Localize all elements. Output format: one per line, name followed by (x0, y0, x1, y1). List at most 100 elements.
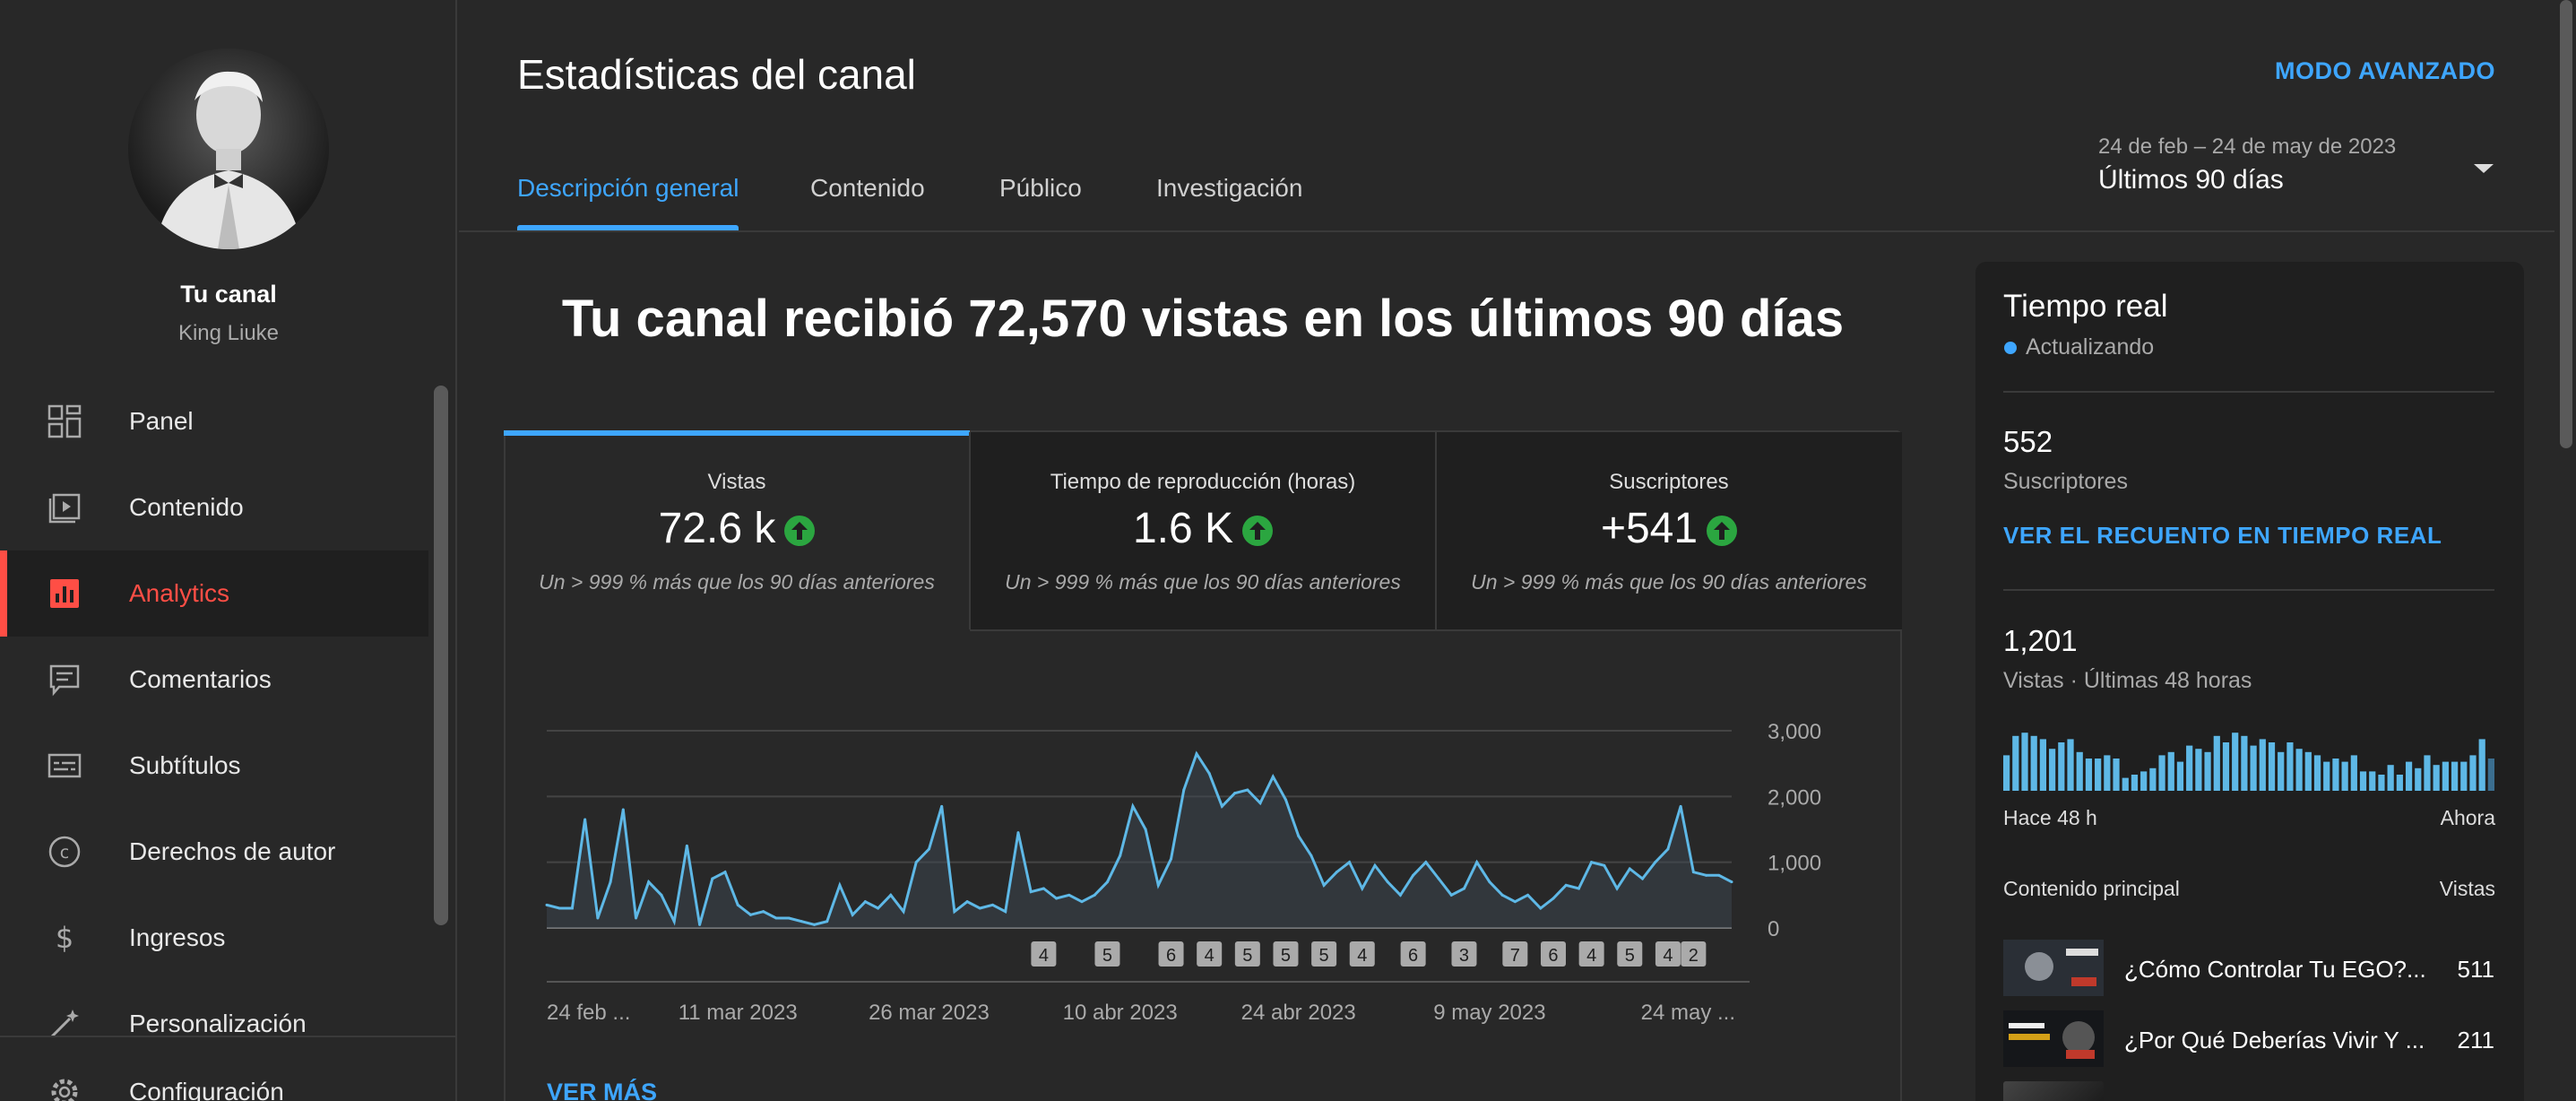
data-point (813, 923, 817, 926)
active-tab-indicator (517, 225, 739, 230)
data-point (914, 861, 918, 864)
data-point (596, 916, 600, 920)
data-point (1717, 873, 1721, 877)
arrow-up-icon (1707, 516, 1738, 547)
metric-tiempo-reproduccion[interactable]: Tiempo de reproducción (horas) 1.6 K Un … (970, 432, 1436, 629)
metric-vistas[interactable]: Vistas 72.6 k Un > 999 % más que los 90 … (504, 432, 970, 629)
svg-text:c: c (60, 843, 69, 863)
data-point (698, 923, 702, 926)
data-point (1449, 893, 1453, 897)
realtime-bar (2268, 742, 2276, 791)
sidebar-item-personalizacion[interactable]: Personalización (0, 981, 428, 1067)
sidebar-item-subtitulos[interactable]: Subtítulos (0, 723, 428, 809)
publish-marker (1655, 941, 1681, 967)
sidebar-item-contenido[interactable]: Contenido (0, 464, 428, 550)
see-more-button[interactable]: VER MÁS (547, 1079, 658, 1101)
realtime-bar (2415, 767, 2422, 791)
realtime-bar (2278, 751, 2285, 791)
realtime-bar (2158, 755, 2165, 791)
publish-marker-label: 6 (1548, 946, 1558, 966)
data-point (660, 893, 663, 897)
subtitles-icon (48, 753, 82, 778)
sidebar-item-panel[interactable]: Panel (0, 378, 428, 464)
realtime-divider (2003, 391, 2494, 393)
video-thumbnail[interactable] (2003, 1081, 2104, 1101)
publish-marker-label: 4 (1039, 946, 1049, 966)
realtime-bar (2204, 751, 2211, 791)
data-point (1220, 804, 1223, 808)
data-point (1640, 877, 1644, 880)
realtime-bar (2122, 777, 2129, 791)
page-scrollbar[interactable] (2560, 0, 2572, 448)
metric-note: Un > 999 % más que los 90 días anteriore… (539, 570, 935, 594)
publish-marker (1234, 941, 1260, 967)
data-point (1373, 863, 1377, 867)
data-point (1093, 893, 1096, 897)
date-range[interactable]: 24 de feb – 24 de may de 2023 (2098, 134, 2397, 159)
data-point (1654, 861, 1657, 864)
tab-contenido[interactable]: Contenido (810, 174, 925, 202)
sidebar-item-label: Ingresos (129, 923, 226, 951)
data-point (1615, 887, 1619, 890)
page-title: Estadísticas del canal (517, 51, 916, 98)
dashboard-icon (48, 404, 82, 438)
publish-marker-label: 5 (1319, 946, 1329, 966)
data-point (545, 903, 549, 906)
sidebar-item-comentarios[interactable]: Comentarios (0, 637, 428, 723)
realtime-bar (2350, 755, 2357, 791)
chevron-down-icon[interactable] (2470, 160, 2497, 178)
avatar[interactable] (128, 48, 329, 249)
data-point (774, 916, 778, 920)
data-point (991, 903, 995, 906)
video-thumbnail[interactable] (2003, 940, 2104, 996)
data-point (1004, 910, 1007, 914)
data-point (863, 900, 867, 904)
realtime-subscribers-label: Suscriptores (2003, 469, 2128, 494)
realtime-bar (2222, 742, 2230, 791)
sidebar-divider (0, 1036, 455, 1037)
x-tick-label: 10 abr 2023 (1063, 1001, 1178, 1025)
sidebar-item-label: Analytics (129, 579, 230, 607)
sidebar-item-ingresos[interactable]: $ Ingresos (0, 895, 428, 981)
top-content-title[interactable]: ¿Cómo Controlar Tu EGO?... (2124, 956, 2426, 983)
realtime-bar (2104, 755, 2111, 791)
data-point (1016, 831, 1020, 835)
data-point (787, 916, 791, 920)
magic-wand-icon (50, 1010, 79, 1038)
data-point (1500, 893, 1504, 897)
top-content-row[interactable] (2003, 1081, 2494, 1101)
video-thumbnail[interactable] (2003, 1010, 2104, 1067)
data-point (1310, 854, 1313, 857)
publish-marker-label: 6 (1408, 946, 1418, 966)
top-content-title[interactable]: ¿Por Qué Deberías Vivir Y ... (2124, 1027, 2425, 1053)
data-point (965, 900, 969, 904)
top-content-row[interactable]: ¿Cómo Controlar Tu EGO?... 511 (2003, 940, 2494, 999)
sidebar-item-label: Contenido (129, 493, 244, 521)
publish-marker-label: 5 (1281, 946, 1291, 966)
data-point (1513, 900, 1517, 904)
realtime-divider (2003, 589, 2494, 591)
tab-descripcion-general[interactable]: Descripción general (517, 174, 739, 202)
top-content-row[interactable]: ¿Por Qué Deberías Vivir Y ... 211 (2003, 1010, 2494, 1070)
metric-suscriptores[interactable]: Suscriptores +541 Un > 999 % más que los… (1436, 432, 1902, 629)
sidebar-scrollbar[interactable] (434, 386, 448, 925)
realtime-bar-chart[interactable] (2003, 726, 2494, 791)
realtime-bar (2304, 751, 2312, 791)
data-point (685, 844, 688, 847)
realtime-bar (2259, 739, 2266, 791)
data-point (1042, 887, 1045, 890)
period-select[interactable]: Últimos 90 días (2098, 165, 2284, 195)
sidebar-item-derechos-de-autor[interactable]: c Derechos de autor (0, 809, 428, 895)
publish-marker-label: 7 (1510, 946, 1520, 966)
data-point (800, 920, 803, 923)
tab-publico[interactable]: Público (999, 174, 1082, 202)
advanced-mode-button[interactable]: MODO AVANZADO (2275, 57, 2495, 84)
sidebar-item-configuracion[interactable]: Configuración (0, 1049, 428, 1101)
sidebar-item-analytics[interactable]: Analytics (0, 550, 428, 637)
tab-investigacion[interactable]: Investigación (1156, 174, 1303, 202)
x-tick-label: 9 may 2023 (1433, 1001, 1545, 1025)
realtime-views-value: 1,201 (2003, 624, 2078, 657)
realtime-bar (2241, 735, 2248, 791)
realtime-count-link[interactable]: VER EL RECUENTO EN TIEMPO REAL (2003, 522, 2442, 549)
